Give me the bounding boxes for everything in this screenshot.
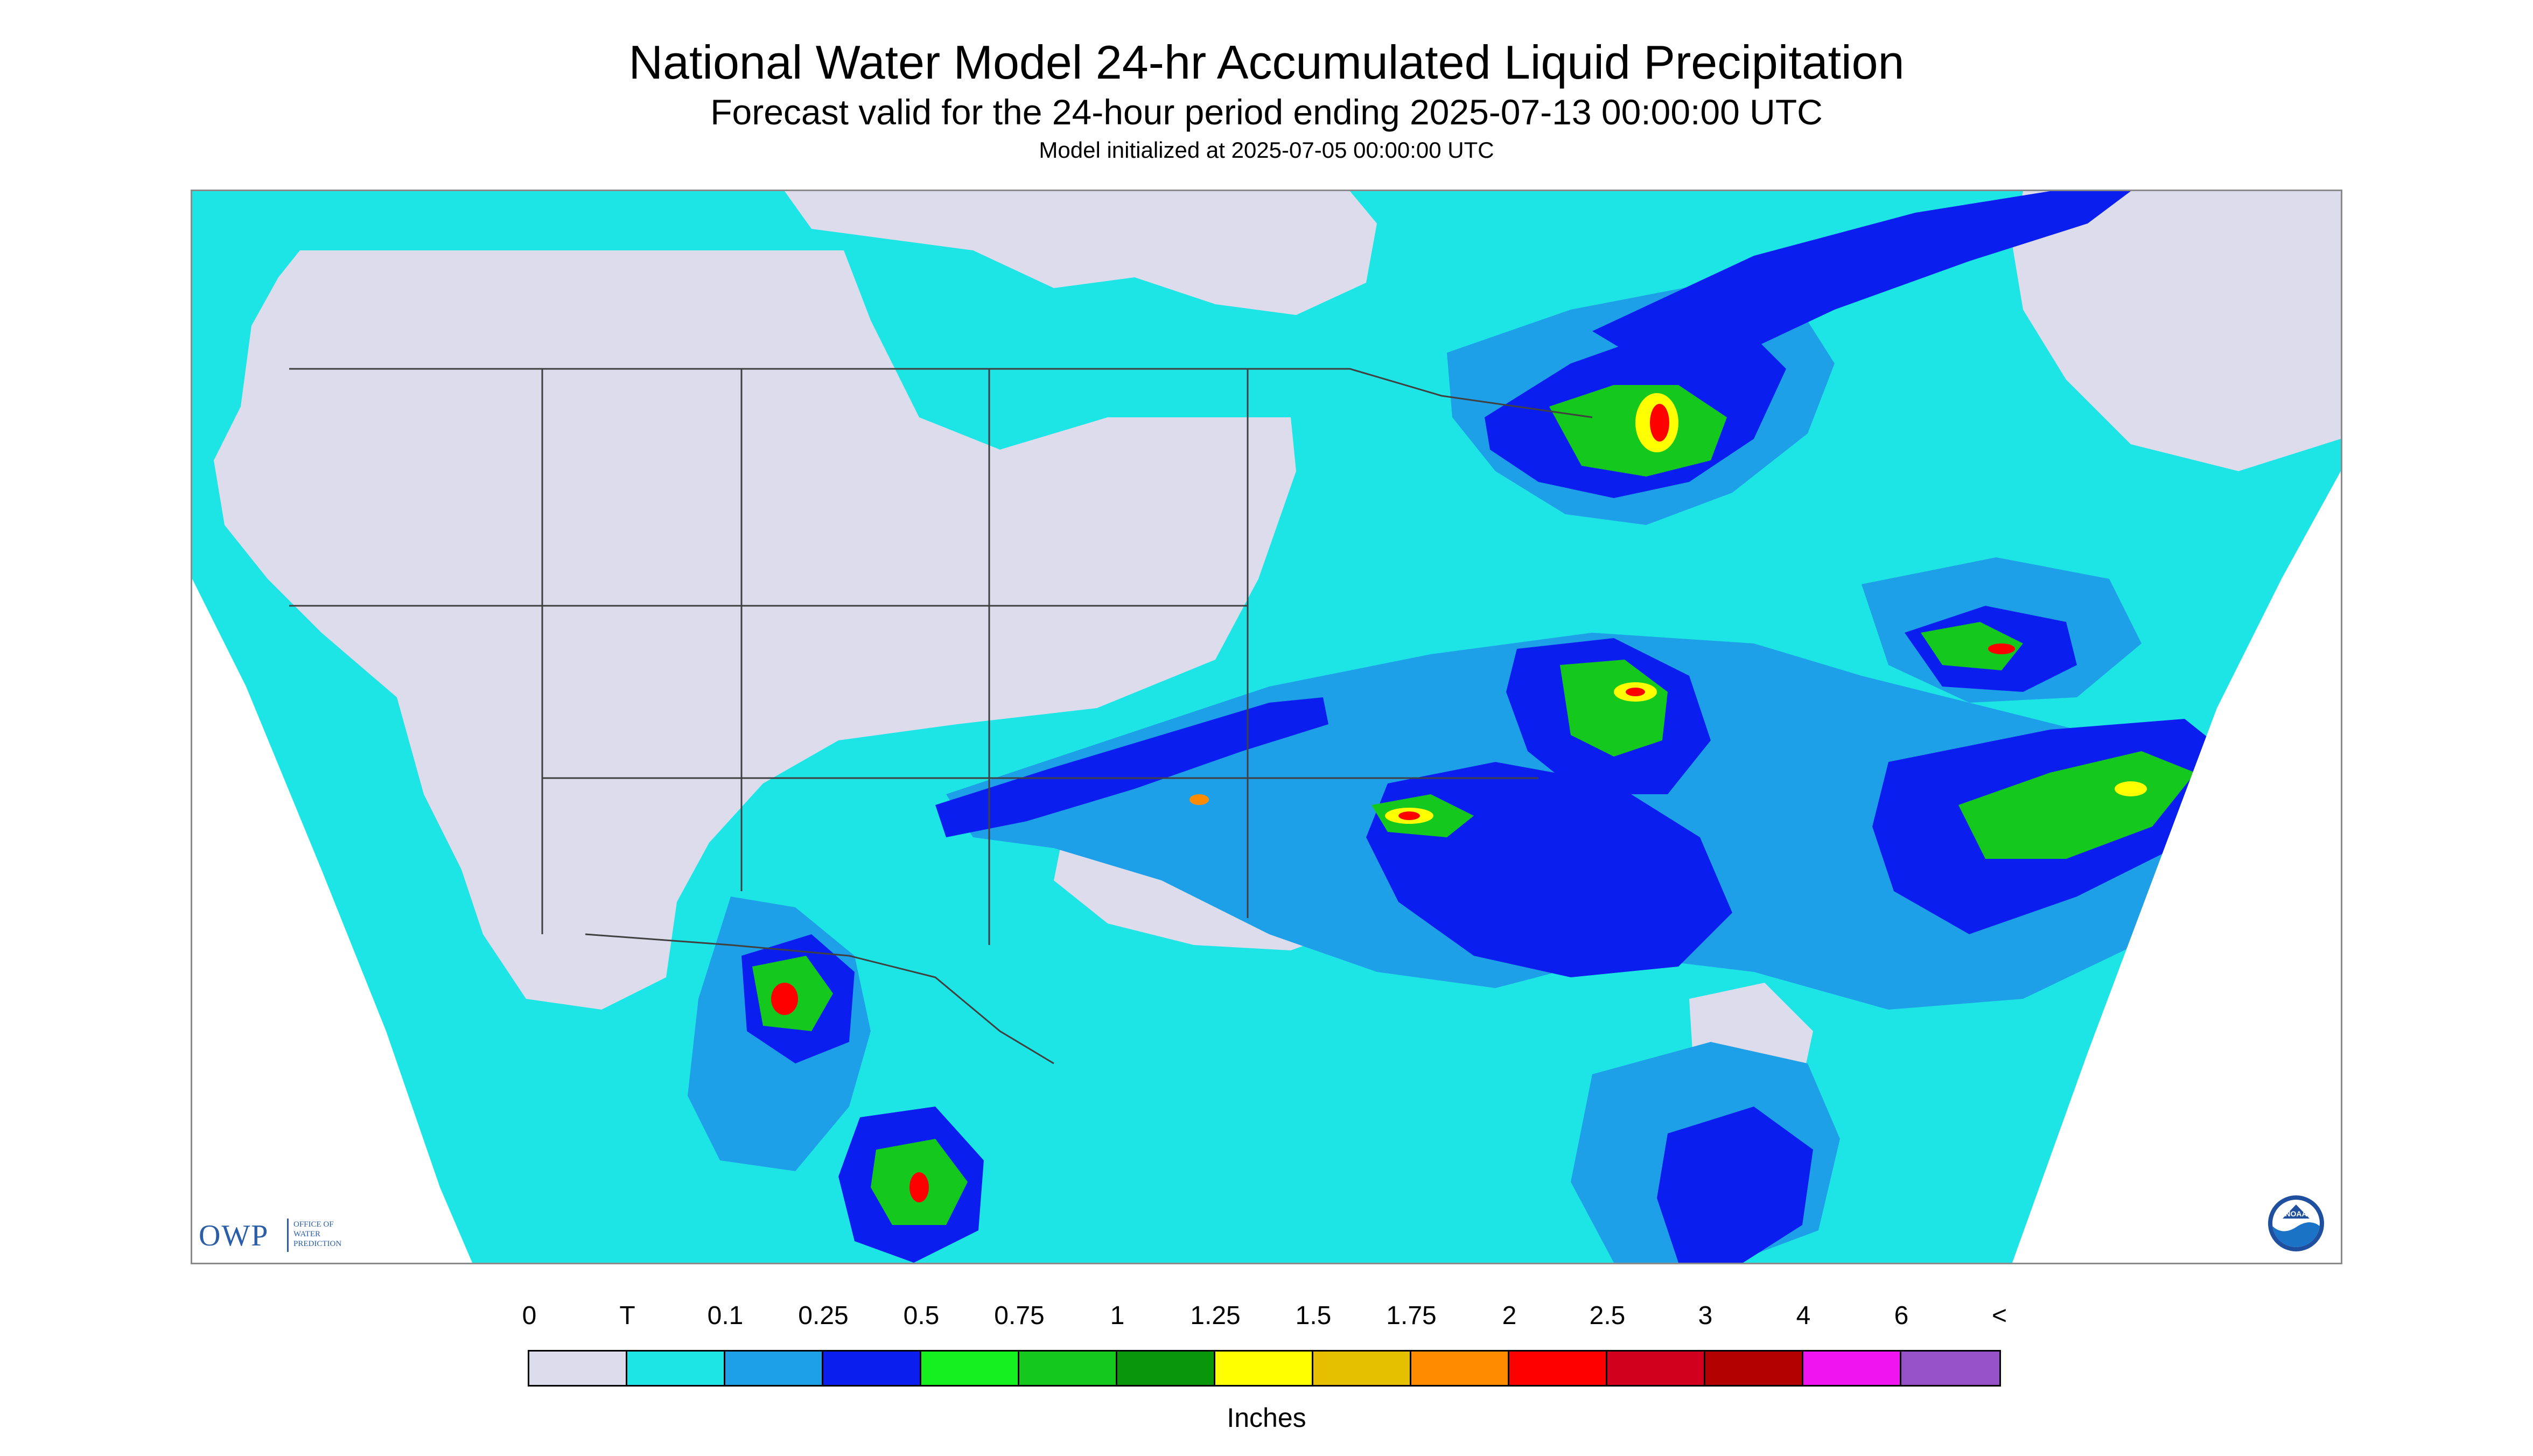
no-precip-canada-east: [2012, 191, 2341, 471]
legend-color-bar: [528, 1350, 2001, 1387]
red-core-ohio: [1626, 688, 1645, 696]
legend-label: <: [1991, 1301, 2007, 1330]
legend-swatch: [1901, 1352, 1999, 1385]
legend-swatch: [921, 1352, 1019, 1385]
legend-swatch: [529, 1352, 627, 1385]
owp-logo-text: OWP: [199, 1219, 269, 1252]
red-core-northeast: [1988, 643, 2015, 654]
legend-swatch: [1019, 1352, 1117, 1385]
map-frame: OWP OFFICE OF WATER PREDICTION NOAA: [191, 190, 2342, 1264]
legend-swatch: [1705, 1352, 1803, 1385]
owp-logo-subtext: OFFICE OF WATER PREDICTION: [293, 1220, 342, 1248]
noaa-emblem: [2268, 1195, 2324, 1251]
legend-swatch: [1803, 1352, 1901, 1385]
red-core-arkansas: [1398, 811, 1420, 820]
red-core-mexico: [771, 983, 798, 1015]
legend-swatch: [1607, 1352, 1705, 1385]
orange-core-central: [1189, 794, 1209, 805]
header: National Water Model 24-hr Accumulated L…: [0, 0, 2533, 178]
legend-label: 1.75: [1386, 1301, 1437, 1330]
heavy-cores: [771, 393, 2147, 1202]
legend-swatch: [1117, 1352, 1215, 1385]
model-init-line: Model initialized at 2025-07-05 00:00:00…: [1039, 137, 1494, 163]
map-title: National Water Model 24-hr Accumulated L…: [628, 36, 1905, 89]
blue-precip-canada-band: [1592, 191, 2131, 363]
outside-domain-left: [192, 579, 472, 1263]
outside-domain-right: [2012, 471, 2341, 1263]
green-precip-carolina: [1958, 751, 2195, 859]
owp-logo-divider: [287, 1219, 289, 1252]
legend-swatch: [1509, 1352, 1607, 1385]
owp-logo: OWP OFFICE OF WATER PREDICTION: [199, 1213, 360, 1256]
no-precip-west: [214, 250, 1296, 1010]
legend-label: 3: [1698, 1301, 1713, 1330]
legend-units-label: Inches: [1227, 1403, 1306, 1433]
us-canada-border: [289, 368, 1593, 418]
legend-label: 2: [1502, 1301, 1517, 1330]
legend-label: 4: [1796, 1301, 1811, 1330]
precipitation-map: [192, 191, 2341, 1263]
yellow-core-carolina: [2115, 781, 2147, 796]
blue-precip-central-line: [935, 697, 1328, 837]
no-precip-canada-west: [785, 191, 1377, 315]
legend-label: 0.1: [707, 1301, 744, 1330]
legend: 0 T 0.1 0.25 0.5 0.75 1 1.25 1.5 1.75 2 2.5 3 4 6 < Inc…: [0, 1282, 2533, 1456]
red-core-michigan: [1650, 404, 1669, 442]
legend-swatch: [1215, 1352, 1313, 1385]
noaa-logo: NOAA: [2266, 1194, 2326, 1253]
legend-label: 0.75: [994, 1301, 1045, 1330]
legend-swatch: [1411, 1352, 1509, 1385]
boundaries: [289, 368, 1593, 1065]
blue-precip-gulf-stream: [1657, 1107, 1813, 1263]
legend-swatch: [1313, 1352, 1411, 1385]
legend-label: 1.5: [1295, 1301, 1332, 1330]
legend-label: 2.5: [1589, 1301, 1626, 1330]
green-precip-northeast: [1921, 622, 2023, 670]
legend-label: 0.5: [903, 1301, 940, 1330]
legend-label: 0: [522, 1301, 537, 1330]
legend-label: 0.25: [798, 1301, 849, 1330]
legend-swatch: [823, 1352, 921, 1385]
red-core-mexico-south: [909, 1172, 929, 1202]
legend-label: 6: [1894, 1301, 1909, 1330]
legend-label: T: [619, 1301, 635, 1330]
us-mexico-border: [585, 933, 1054, 1065]
map-subtitle: Forecast valid for the 24-hour period en…: [710, 92, 1823, 132]
legend-label: 1: [1110, 1301, 1125, 1330]
legend-labels: 0 T 0.1 0.25 0.5 0.75 1 1.25 1.5 1.75 2 2.5 3 4 6 <: [0, 1303, 2533, 1335]
legend-swatch: [725, 1352, 823, 1385]
noaa-logo-text: NOAA: [2285, 1209, 2307, 1218]
legend-swatch: [627, 1352, 725, 1385]
legend-label: 1.25: [1190, 1301, 1241, 1330]
